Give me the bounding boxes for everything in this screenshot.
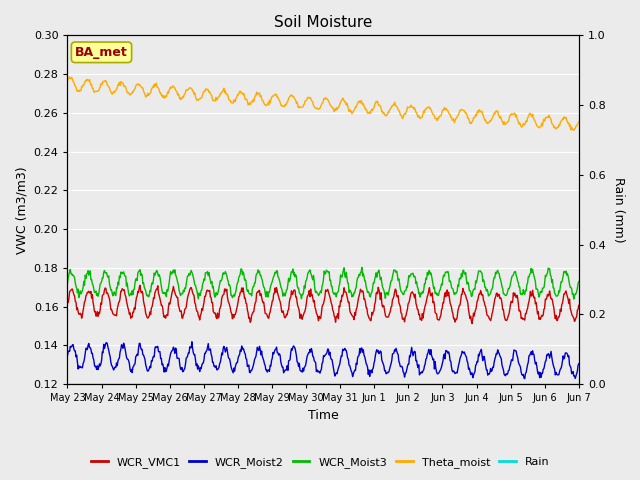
- Title: Soil Moisture: Soil Moisture: [274, 15, 372, 30]
- Y-axis label: VWC (m3/m3): VWC (m3/m3): [15, 166, 28, 253]
- X-axis label: Time: Time: [308, 409, 339, 422]
- Y-axis label: Rain (mm): Rain (mm): [612, 177, 625, 242]
- Text: BA_met: BA_met: [75, 46, 128, 59]
- Legend: WCR_VMC1, WCR_Moist2, WCR_Moist3, Theta_moist, Rain: WCR_VMC1, WCR_Moist2, WCR_Moist3, Theta_…: [86, 452, 554, 472]
